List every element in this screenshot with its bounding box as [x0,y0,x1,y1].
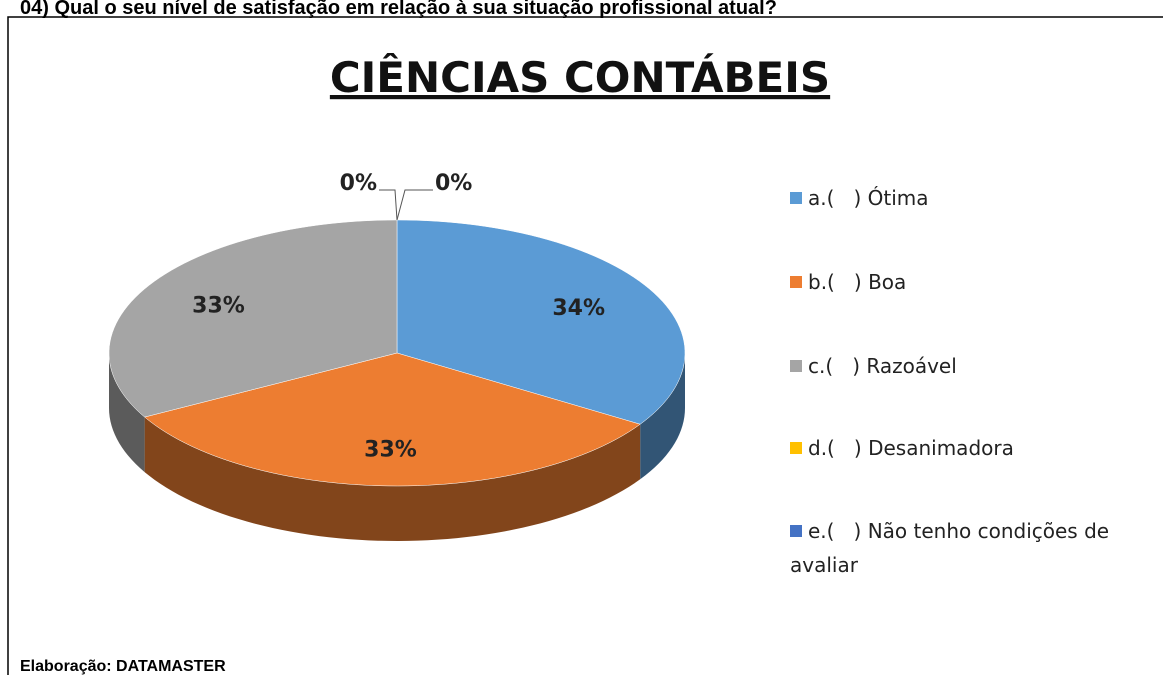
data-label: 0% [435,171,472,196]
pie-slice [144,352,641,487]
chart-title: CIÊNCIAS CONTÁBEIS [330,52,830,102]
legend-label: c.( ) Razoável [808,354,957,378]
legend-label: a.( ) Ótima [808,186,929,210]
data-label: 0% [340,171,377,196]
legend-label: b.( ) Boa [808,270,907,294]
leader-line [379,189,398,221]
leader-line [396,189,433,221]
legend-swatch [790,360,802,372]
legend-label: d.( ) Desanimadora [808,436,1014,460]
legend-swatch [790,442,802,454]
pie-slice [108,219,398,418]
source: Elaboração: DATAMASTER [20,658,226,675]
data-label: 33% [364,438,417,463]
pie-slice [396,219,686,425]
legend-swatch [790,192,802,204]
legend-label: e.( ) Não tenho condições de avaliar [790,519,1116,577]
chart-border [7,16,1163,675]
pie-side [144,417,641,541]
legend-swatch [790,525,802,537]
legend-entry: a.( ) Ótima [790,181,1140,215]
pie-side [109,353,145,473]
legend-swatch [790,276,802,288]
legend-entry: c.( ) Razoável [790,349,1140,383]
data-label: 33% [192,293,245,318]
pie-side [640,353,685,480]
data-label: 34% [552,296,605,321]
legend-entry: d.( ) Desanimadora [790,431,1140,465]
heading: 04) Qual o seu nível de satisfação em re… [20,0,777,19]
legend-entry: b.( ) Boa [790,265,1140,299]
legend-entry: e.( ) Não tenho condições de avaliar [790,514,1140,582]
